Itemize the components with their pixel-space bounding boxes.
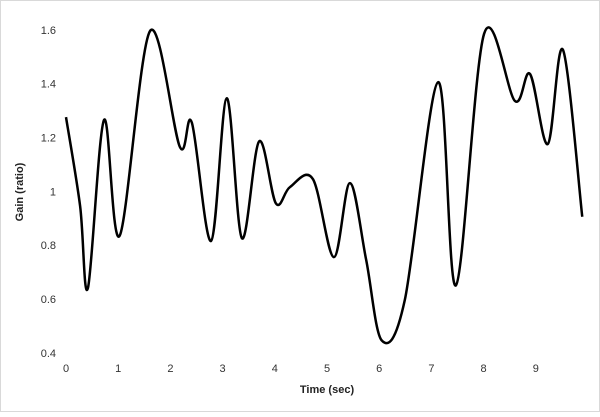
y-tick-label: 1.4 — [41, 79, 56, 91]
y-tick-label: 0.6 — [41, 294, 56, 306]
x-tick-label: 0 — [63, 363, 69, 375]
x-tick-label: 4 — [272, 363, 278, 375]
y-axis-title: Gain (ratio) — [14, 162, 26, 221]
x-tick-label: 2 — [167, 363, 173, 375]
x-tick-label: 7 — [428, 363, 434, 375]
y-tick-label: 1.2 — [41, 133, 56, 145]
x-tick-label: 9 — [533, 363, 539, 375]
line-series — [64, 26, 584, 345]
y-tick-label: 1 — [50, 186, 56, 198]
x-axis-title: Time (sec) — [300, 384, 355, 396]
y-tick-label: 1.6 — [41, 25, 56, 37]
x-tick-label: 5 — [324, 363, 330, 375]
x-tick-label: 1 — [115, 363, 121, 375]
y-tick-label: 0.4 — [41, 348, 56, 360]
x-tick-label: 3 — [220, 363, 226, 375]
y-tick-label: 0.8 — [41, 240, 56, 252]
x-tick-label: 8 — [481, 363, 487, 375]
x-tick-label: 6 — [376, 363, 382, 375]
